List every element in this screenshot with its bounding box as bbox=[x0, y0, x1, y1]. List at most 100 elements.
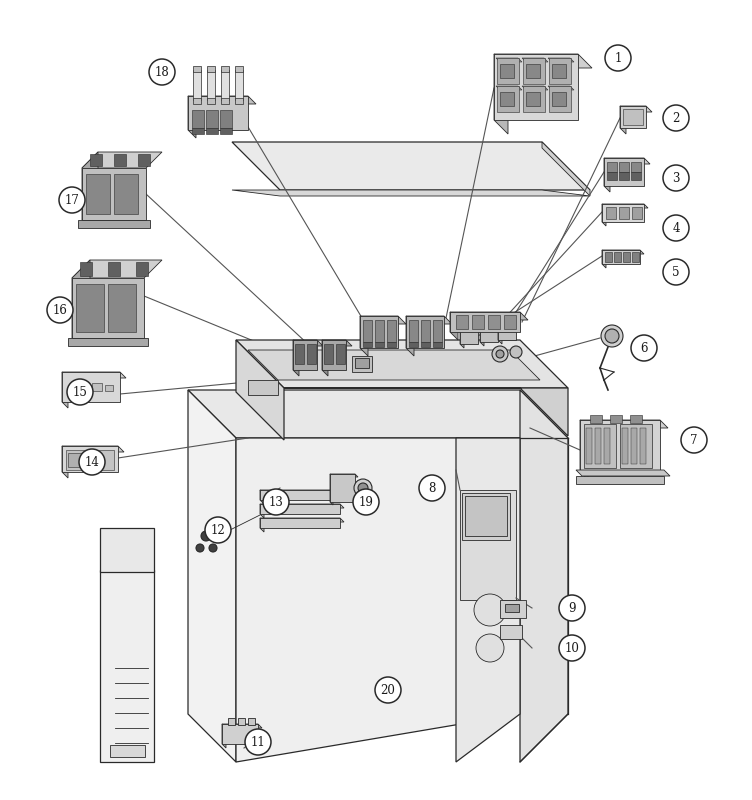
Bar bbox=[497, 86, 519, 112]
Polygon shape bbox=[496, 58, 522, 62]
Polygon shape bbox=[360, 316, 368, 356]
Bar bbox=[192, 128, 204, 134]
Bar bbox=[607, 172, 617, 180]
Bar bbox=[605, 252, 612, 262]
Bar bbox=[206, 110, 218, 128]
Text: 6: 6 bbox=[640, 342, 647, 354]
Polygon shape bbox=[260, 490, 344, 494]
Bar bbox=[193, 70, 201, 100]
Polygon shape bbox=[236, 438, 520, 762]
Circle shape bbox=[205, 517, 231, 543]
Bar bbox=[500, 625, 522, 639]
Polygon shape bbox=[284, 388, 568, 436]
Bar bbox=[80, 262, 92, 276]
Bar bbox=[630, 415, 642, 423]
Bar bbox=[623, 252, 630, 262]
Circle shape bbox=[245, 729, 271, 755]
Polygon shape bbox=[450, 312, 458, 340]
Polygon shape bbox=[222, 724, 258, 744]
Circle shape bbox=[354, 479, 372, 497]
Bar bbox=[192, 110, 204, 128]
Text: 1: 1 bbox=[614, 51, 622, 65]
Polygon shape bbox=[548, 58, 574, 62]
Polygon shape bbox=[522, 86, 548, 90]
Bar bbox=[110, 745, 145, 757]
Bar bbox=[248, 718, 255, 725]
Bar bbox=[552, 64, 566, 78]
Polygon shape bbox=[620, 106, 646, 128]
Text: 3: 3 bbox=[672, 171, 680, 185]
Polygon shape bbox=[604, 158, 610, 192]
Polygon shape bbox=[260, 504, 340, 514]
Polygon shape bbox=[494, 54, 508, 134]
Polygon shape bbox=[576, 476, 664, 484]
Polygon shape bbox=[462, 493, 510, 540]
Bar bbox=[433, 320, 442, 342]
Polygon shape bbox=[406, 316, 414, 356]
Circle shape bbox=[559, 595, 585, 621]
Polygon shape bbox=[498, 324, 502, 344]
Polygon shape bbox=[580, 420, 588, 480]
Polygon shape bbox=[62, 446, 118, 472]
Bar bbox=[586, 428, 592, 464]
Text: 13: 13 bbox=[268, 495, 284, 509]
Bar bbox=[595, 428, 601, 464]
Polygon shape bbox=[548, 86, 574, 90]
Polygon shape bbox=[232, 142, 590, 190]
Circle shape bbox=[681, 427, 707, 453]
Text: 7: 7 bbox=[690, 434, 698, 446]
Polygon shape bbox=[260, 518, 344, 522]
Polygon shape bbox=[604, 158, 650, 164]
Circle shape bbox=[559, 635, 585, 661]
Circle shape bbox=[496, 350, 504, 358]
Polygon shape bbox=[260, 518, 340, 528]
Text: 10: 10 bbox=[565, 642, 580, 654]
Bar bbox=[631, 162, 641, 172]
Polygon shape bbox=[72, 260, 162, 278]
Bar bbox=[488, 315, 500, 329]
Bar bbox=[526, 64, 540, 78]
Polygon shape bbox=[480, 326, 484, 346]
Bar bbox=[114, 154, 126, 166]
Bar bbox=[105, 385, 113, 391]
Bar bbox=[375, 320, 384, 342]
Bar bbox=[138, 154, 150, 166]
Circle shape bbox=[358, 483, 368, 493]
Bar bbox=[90, 154, 102, 166]
Bar bbox=[76, 284, 104, 332]
Polygon shape bbox=[580, 420, 668, 428]
Polygon shape bbox=[602, 250, 640, 264]
Circle shape bbox=[631, 335, 657, 361]
Circle shape bbox=[663, 259, 689, 285]
Text: 2: 2 bbox=[672, 111, 680, 125]
Polygon shape bbox=[494, 54, 578, 120]
Circle shape bbox=[67, 379, 93, 405]
Bar bbox=[465, 496, 507, 536]
Bar bbox=[631, 172, 641, 180]
Polygon shape bbox=[580, 420, 660, 472]
Bar bbox=[505, 604, 519, 612]
Circle shape bbox=[492, 346, 508, 362]
Polygon shape bbox=[498, 324, 516, 340]
Polygon shape bbox=[62, 446, 124, 452]
Polygon shape bbox=[450, 312, 520, 332]
Bar bbox=[409, 342, 418, 347]
Text: 5: 5 bbox=[672, 266, 680, 278]
Bar bbox=[590, 415, 602, 423]
Polygon shape bbox=[330, 474, 358, 477]
Circle shape bbox=[605, 329, 619, 343]
Bar bbox=[136, 262, 148, 276]
Text: 9: 9 bbox=[569, 602, 576, 614]
Polygon shape bbox=[293, 340, 299, 376]
Polygon shape bbox=[604, 158, 644, 186]
Polygon shape bbox=[232, 190, 590, 196]
Circle shape bbox=[474, 594, 506, 626]
Bar bbox=[614, 252, 621, 262]
Polygon shape bbox=[260, 504, 344, 508]
Bar bbox=[504, 315, 516, 329]
Polygon shape bbox=[260, 490, 264, 504]
Polygon shape bbox=[82, 168, 146, 220]
Bar bbox=[433, 342, 442, 347]
Bar bbox=[295, 344, 304, 364]
Polygon shape bbox=[576, 470, 670, 476]
